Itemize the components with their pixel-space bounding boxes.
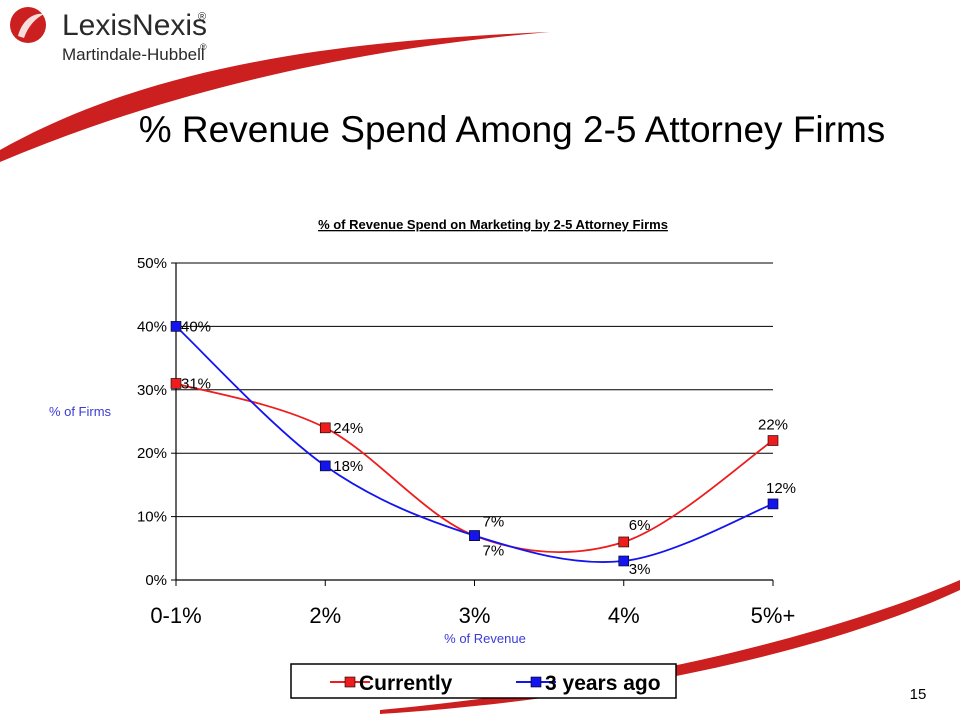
plot-area: 0% 10% 20% 30% 40% 50% 0-1% 2% 3% 4% 5%+ 31% 24% 7% 6%… (137, 255, 796, 628)
x-tick-label: 0-1% (150, 603, 201, 628)
series-1-point (469, 530, 480, 541)
y-tick-label: 20% (137, 445, 167, 462)
y-tick-label: 50% (137, 255, 167, 272)
y-tick-label: 0% (145, 572, 167, 589)
legend-box (290, 663, 677, 699)
y-tick-label: 40% (137, 318, 167, 335)
series-0-point (618, 536, 630, 548)
legend-marker-0 (344, 676, 356, 688)
slide-title: % Revenue Spend Among 2-5 Attorney Firms (139, 109, 886, 150)
x-axis-title: % of Revenue (444, 631, 526, 646)
y-tick-label: 30% (137, 382, 167, 399)
data-label: 22% (758, 417, 788, 434)
data-label: 3% (629, 561, 651, 578)
series-0-point (170, 378, 182, 389)
data-label: 40% (181, 318, 211, 335)
page-number: 15 (910, 686, 927, 703)
brand-sub-mark: ® (200, 42, 207, 52)
data-label: 6% (629, 517, 651, 534)
data-label: 7% (483, 514, 505, 531)
series-line-0 (175, 382, 774, 553)
series-0-point (319, 422, 331, 434)
y-tick-label: 10% (137, 509, 167, 526)
data-label: 24% (333, 420, 363, 437)
x-tick-label: 2% (309, 603, 341, 628)
brand-mark: ® (198, 11, 206, 23)
brand-sub: Martindale-Hubbell (62, 45, 205, 64)
legend-marker-1 (530, 676, 542, 688)
y-axis-title: % of Firms (49, 404, 112, 419)
logo-swirl-icon (18, 13, 44, 38)
data-label: 31% (181, 375, 211, 392)
chart-title: % of Revenue Spend on Marketing by 2-5 A… (318, 217, 668, 232)
legend-label-1: 3 years ago (545, 672, 661, 695)
series-1-point (618, 555, 630, 567)
series-0-point (767, 435, 779, 446)
x-tick-label: 3% (459, 603, 491, 628)
series-1-point (170, 321, 182, 332)
data-label: 18% (333, 458, 363, 475)
series-1-point (319, 460, 331, 472)
x-tick-label: 5%+ (751, 603, 796, 628)
lexisnexis-logo: LexisNexis ® Martindale-Hubbell ® (10, 7, 207, 64)
data-label: 12% (766, 480, 796, 497)
series-1-point (767, 498, 779, 510)
brand-name: LexisNexis (62, 9, 207, 42)
data-label: 7% (483, 543, 505, 560)
series-line-1 (175, 325, 774, 563)
legend: Currently 3 years ago (290, 663, 677, 699)
x-tick-label: 4% (608, 603, 640, 628)
legend-label-0: Currently (359, 672, 453, 695)
